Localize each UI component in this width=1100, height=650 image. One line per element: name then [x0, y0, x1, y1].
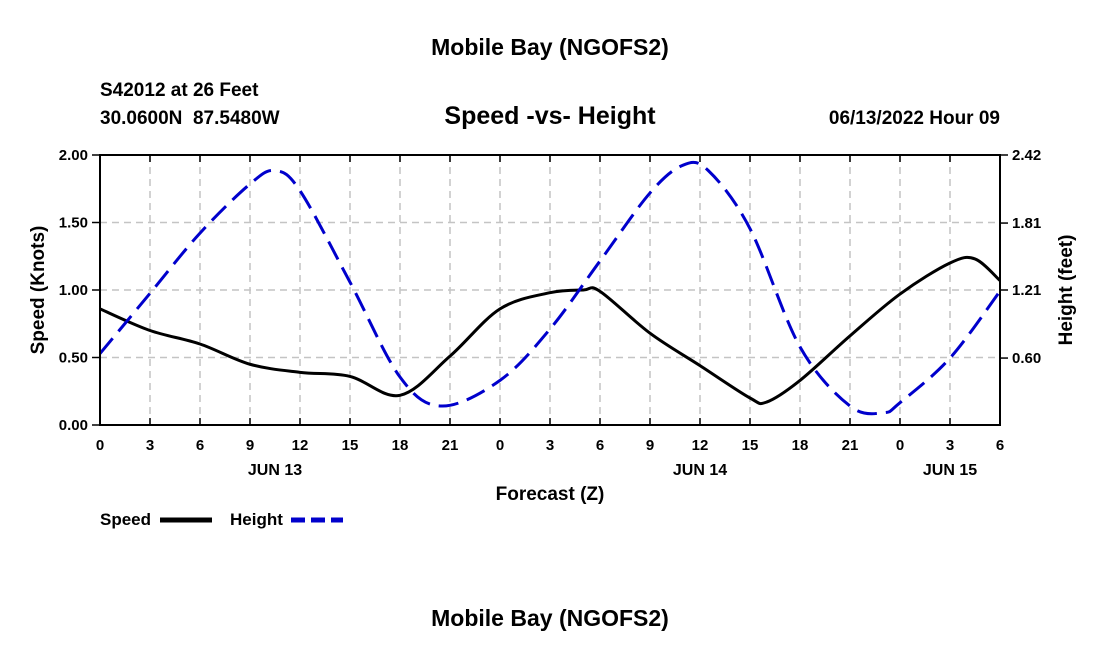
x-tick-label: 21	[842, 437, 859, 454]
x-day-label: JUN 15	[923, 462, 977, 479]
x-tick-label: 15	[742, 437, 759, 454]
x-tick-label: 18	[792, 437, 809, 454]
series-line-height	[98, 160, 1002, 416]
forecast-timestamp: 06/13/2022 Hour 09	[829, 108, 1000, 129]
x-day-label: JUN 13	[248, 462, 302, 479]
y-left-tick-label: 2.00	[59, 147, 88, 164]
x-tick-label: 3	[946, 437, 954, 454]
y-right-tick-label: 1.21	[1012, 282, 1041, 299]
axis-ticks: 0 3 6 9 12 15 18 21 0 3 6 9 12 15 18 21 0 3 6 JUN 13 JUN 14 J…	[59, 147, 1041, 479]
x-tick-label: 0	[96, 437, 104, 454]
legend-speed-label: Speed	[100, 510, 151, 529]
x-tick-label: 12	[292, 437, 309, 454]
series-line-speed	[99, 255, 1002, 406]
y-right-tick-label: 0.60	[1012, 350, 1041, 367]
x-tick-label: 18	[392, 437, 409, 454]
y-left-tick-label: 0.00	[59, 417, 88, 434]
y-axis-right-label: Height (feet)	[1056, 235, 1077, 346]
x-tick-label: 3	[546, 437, 554, 454]
y-left-tick-label: 1.00	[59, 282, 88, 299]
y-axis-left-label: Speed (Knots)	[28, 226, 49, 355]
station-line-1: S42012 at 26 Feet	[100, 80, 259, 101]
x-tick-label: 9	[646, 437, 654, 454]
x-tick-label: 3	[146, 437, 154, 454]
x-tick-label: 0	[496, 437, 504, 454]
x-tick-label: 0	[896, 437, 904, 454]
x-axis-label: Forecast (Z)	[496, 484, 605, 505]
x-day-label: JUN 14	[673, 462, 727, 479]
station-line-2: 30.0600N 87.5480W	[100, 108, 280, 129]
y-left-tick-label: 0.50	[59, 350, 88, 367]
legend: Speed Height	[100, 510, 343, 529]
y-left-tick-label: 1.50	[59, 215, 88, 232]
x-tick-label: 6	[996, 437, 1004, 454]
chart-title: Mobile Bay (NGOFS2)	[431, 34, 669, 60]
y-right-tick-label: 2.42	[1012, 147, 1041, 164]
chart-subtitle: Speed -vs- Height	[444, 102, 656, 130]
x-tick-label: 15	[342, 437, 359, 454]
x-tick-label: 6	[596, 437, 604, 454]
x-tick-label: 6	[196, 437, 204, 454]
x-tick-label: 21	[442, 437, 459, 454]
x-tick-label: 12	[692, 437, 709, 454]
x-tick-label: 9	[246, 437, 254, 454]
legend-height-label: Height	[230, 510, 283, 529]
series-lines	[98, 160, 1002, 416]
y-right-tick-label: 1.81	[1012, 215, 1041, 232]
footer-title: Mobile Bay (NGOFS2)	[431, 605, 669, 631]
